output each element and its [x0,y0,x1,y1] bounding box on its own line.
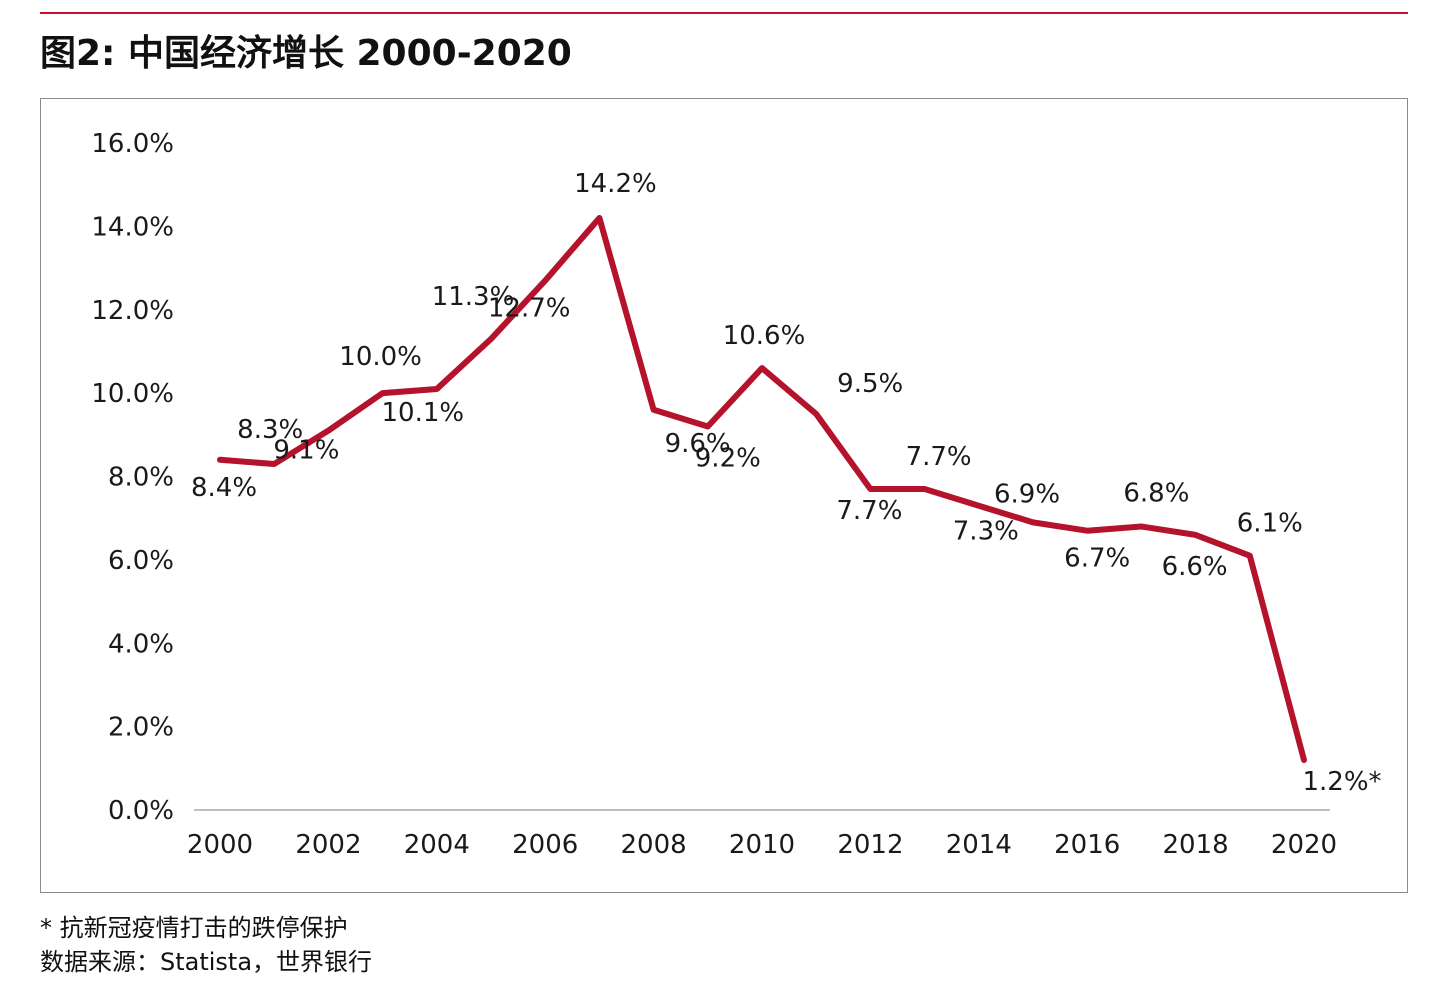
data-labels: 8.4% 8.3%9.1% 10.0% 10.1% 11.3%12.7% 14.2% 9.6… [191,169,1382,797]
data-label: 12.7% [488,294,571,324]
top-accent-rule [40,12,1408,14]
data-label: 6.6% [1162,552,1228,582]
x-tick-label: 2002 [295,830,361,860]
data-label: 8.4% [191,473,257,503]
x-tick-label: 2016 [1054,830,1120,860]
x-tick-label: 2004 [404,830,470,860]
footnote: * 抗新冠疫情打击的跌停保护 [40,914,348,942]
x-tick-label: 2020 [1271,830,1337,860]
data-label: 6.9% [994,479,1060,509]
data-label: 11.3% [432,282,515,312]
y-tick-label: 0.0% [108,796,174,826]
data-label: 8.3% [237,415,303,445]
data-label: 6.8% [1123,479,1189,509]
x-tick-label: 2018 [1163,830,1229,860]
data-label: 7.7% [906,442,972,472]
data-label: 9.6% [665,429,731,459]
y-axis-ticks: 0.0% 2.0% 4.0% 6.0% 8.0% 10.0% 12.0% 14.0% 16.0% [91,129,174,826]
chart-frame [40,98,1408,893]
y-tick-label: 16.0% [91,129,174,159]
data-label: 1.2%* [1302,767,1381,797]
x-tick-label: 2000 [187,830,253,860]
data-label: 9.2% [695,443,761,473]
source-note: 数据来源：Statista，世界银行 [40,948,373,976]
x-tick-label: 2006 [512,830,578,860]
y-tick-label: 10.0% [91,379,174,409]
data-label: 14.2% [574,169,657,199]
data-label: 6.1% [1237,509,1303,539]
data-label: 10.6% [723,321,806,351]
x-tick-label: 2008 [621,830,687,860]
y-tick-label: 4.0% [108,629,174,659]
y-tick-label: 12.0% [91,296,174,326]
x-tick-label: 2014 [946,830,1012,860]
data-label: 10.0% [339,342,422,372]
data-label: 9.5% [837,369,903,399]
x-axis-ticks: 2000 2002 2004 2006 2008 2010 2012 2014 2016 2018… [187,830,1337,860]
data-label: 7.7% [836,496,902,526]
y-tick-label: 14.0% [91,212,174,242]
data-label: 7.3% [953,517,1019,547]
chart-title: 图2: 中国经济增长 2000-2020 [40,33,572,74]
data-label: 9.1% [273,436,339,466]
x-tick-label: 2012 [837,830,903,860]
y-tick-label: 2.0% [108,713,174,743]
y-tick-label: 6.0% [108,546,174,576]
data-label: 10.1% [381,398,464,428]
gdp-growth-line [217,215,1307,763]
x-tick-label: 2010 [729,830,795,860]
data-label: 6.7% [1064,544,1130,574]
y-tick-label: 8.0% [108,463,174,493]
